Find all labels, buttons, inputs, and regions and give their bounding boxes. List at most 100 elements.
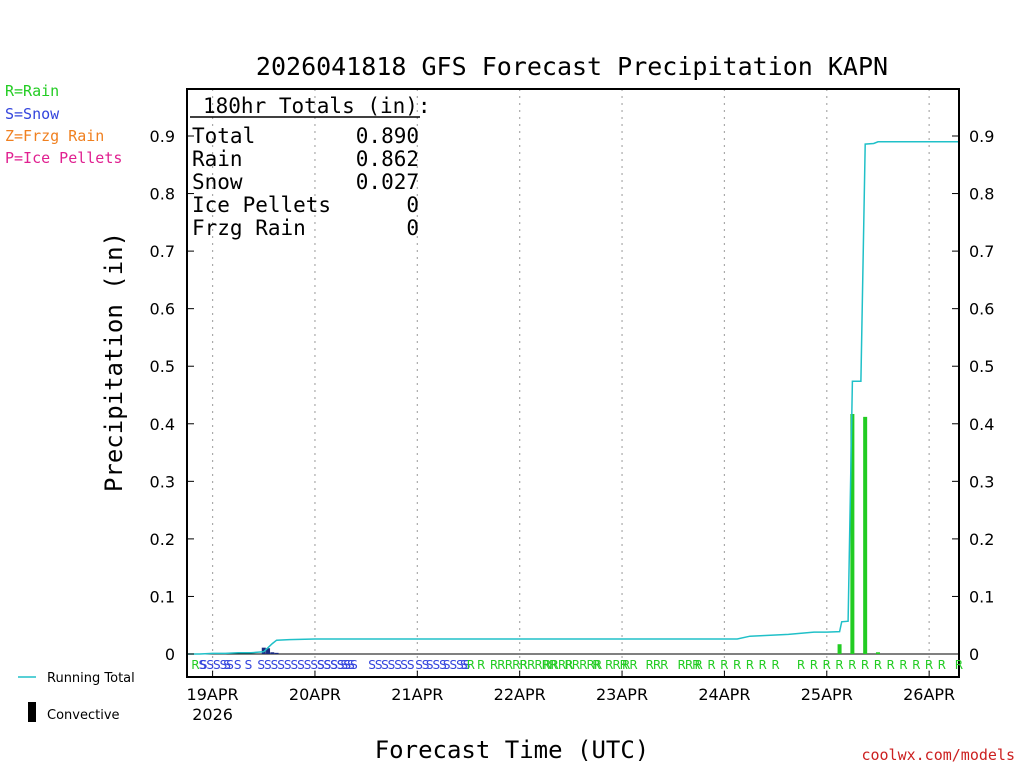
ptype-label: RRRRR (520, 658, 557, 672)
ptype-label: R (835, 658, 843, 672)
convective-swatch (28, 702, 36, 722)
legend-running-total: Running Total (47, 671, 135, 686)
y-tick-label-right: 0.4 (969, 415, 994, 434)
y-tick-label-right: 0.8 (969, 185, 994, 204)
legend-left: R=Rain S=Snow Z=Frzg Rain P=Ice Pellets (5, 82, 122, 167)
totals-rain-value: 0.862 (356, 147, 419, 171)
ptype-label: RRR (505, 658, 528, 672)
plot-frame (186, 88, 960, 678)
ptype-label: SSSSS (200, 658, 233, 672)
legend-bottom: Running Total Convective (18, 671, 135, 723)
ptype-label: R (733, 658, 741, 672)
y-tick-label-right: 0.2 (969, 530, 994, 549)
totals-snow-label: Snow (192, 170, 243, 194)
totals-snow-value: 0.027 (356, 170, 419, 194)
y-tick-label-left: 0.8 (150, 185, 175, 204)
ptype-label: R (720, 658, 728, 672)
ptype-letter: R (467, 658, 475, 672)
ptype-label: R (938, 658, 946, 672)
x-tick-label: 25APR (801, 685, 853, 704)
totals-header: 180hr Totals (in): (203, 94, 431, 118)
ptype-label: R (707, 658, 715, 672)
totals-ice-value: 0 (406, 193, 419, 217)
y-tick-label-right: 0.9 (969, 127, 994, 146)
ptype-label: SSSS (443, 658, 470, 672)
ptype-label: R (695, 658, 703, 672)
totals-total-label: Total (192, 124, 255, 148)
ptype-label: RS (191, 658, 205, 672)
legend-ice-pellets: P=Ice Pellets (5, 149, 122, 167)
y-tick-label-left: 0.4 (150, 415, 175, 434)
x-tick-label: 26APR (903, 685, 955, 704)
x-tick-sublabel: 2026 (192, 705, 233, 724)
precip-bar (875, 652, 880, 654)
ptype-label: S (245, 658, 252, 672)
ptype-label: SS (341, 658, 355, 672)
ptype-label: RR (622, 658, 637, 672)
ptype-label: SS (368, 658, 382, 672)
ptype-label: R (886, 658, 894, 672)
y-tick-label-left: 0.7 (150, 242, 175, 261)
precip-bar (274, 652, 279, 654)
ptype-label: R (810, 658, 818, 672)
x-tick-label: 20APR (289, 685, 341, 704)
x-axis-label: Forecast Time (UTC) (375, 736, 650, 764)
y-tick-label-left: 0 (165, 645, 175, 664)
y-tick-label-left: 0.1 (150, 587, 175, 606)
ptype-label: R (746, 658, 754, 672)
ptype-label: R (861, 658, 869, 672)
y-tick-label-left: 0.5 (150, 357, 175, 376)
ptype-label: RRR (677, 658, 700, 672)
ptype-label: RRRR (543, 658, 573, 672)
chart-title: 2026041818 GFS Forecast Precipitation KA… (256, 52, 888, 81)
ptype-label: RR (490, 658, 505, 672)
y-tick-label-right: 0.3 (969, 472, 994, 491)
x-tick-label: 24APR (698, 685, 750, 704)
ptype-label: R (823, 658, 831, 672)
precip-bar (863, 416, 868, 654)
legend-snow: S=Snow (5, 105, 60, 123)
running-total-line (187, 141, 959, 655)
ptype-label: R (874, 658, 882, 672)
ptype-label: SSS (381, 658, 401, 672)
ptype-letter: S (460, 658, 467, 672)
ptype-label: R (848, 658, 856, 672)
ptype-label: SSS (426, 658, 446, 672)
ptype-label: RRRRR (564, 658, 601, 672)
x-tick-label: 23APR (596, 685, 648, 704)
ptype-letter: R (191, 658, 199, 672)
ptype-label: S (234, 658, 241, 672)
ptype-label: RRR (605, 658, 628, 672)
x-tick-label: 21APR (391, 685, 443, 704)
ptype-label: SSSSSSSSSSSSSS (257, 658, 350, 672)
ptype-label: R (899, 658, 907, 672)
ptype-label: RRR (646, 658, 669, 672)
x-tick-label: 19APR (187, 685, 239, 704)
ptype-label: SS (415, 658, 429, 672)
ptype-label: R (592, 658, 600, 672)
ptype-label: SR (460, 658, 475, 672)
y-axis-label: Precipitation (in) (100, 232, 128, 492)
ptype-label: R (797, 658, 805, 672)
precip-bar (837, 644, 842, 654)
totals-rain-label: Rain (192, 147, 243, 171)
ptype-label: R (925, 658, 933, 672)
x-tick-label: 22APR (494, 685, 546, 704)
y-tick-label-right: 0.7 (969, 242, 994, 261)
ptype-label: SS (400, 658, 414, 672)
ptype-label: R (759, 658, 767, 672)
precip-bar (270, 652, 275, 654)
y-axis-ticks: 0 00.1 0.10.2 0.20.3 0.30.4 0.40.5 0.50.6 0.60.… (150, 127, 995, 664)
y-tick-label-right: 0.5 (969, 357, 994, 376)
y-tick-label-right: 0 (969, 645, 979, 664)
totals-frzg-label: Frzg Rain (192, 216, 306, 240)
y-tick-label-left: 0.6 (150, 300, 175, 319)
legend-frzg-rain: Z=Frzg Rain (5, 127, 104, 145)
ptype-label: R (771, 658, 779, 672)
totals-box: 180hr Totals (in): Total 0.890 Rain 0.86… (190, 94, 431, 240)
y-tick-label-right: 0.6 (969, 300, 994, 319)
ptype-label: R (477, 658, 485, 672)
